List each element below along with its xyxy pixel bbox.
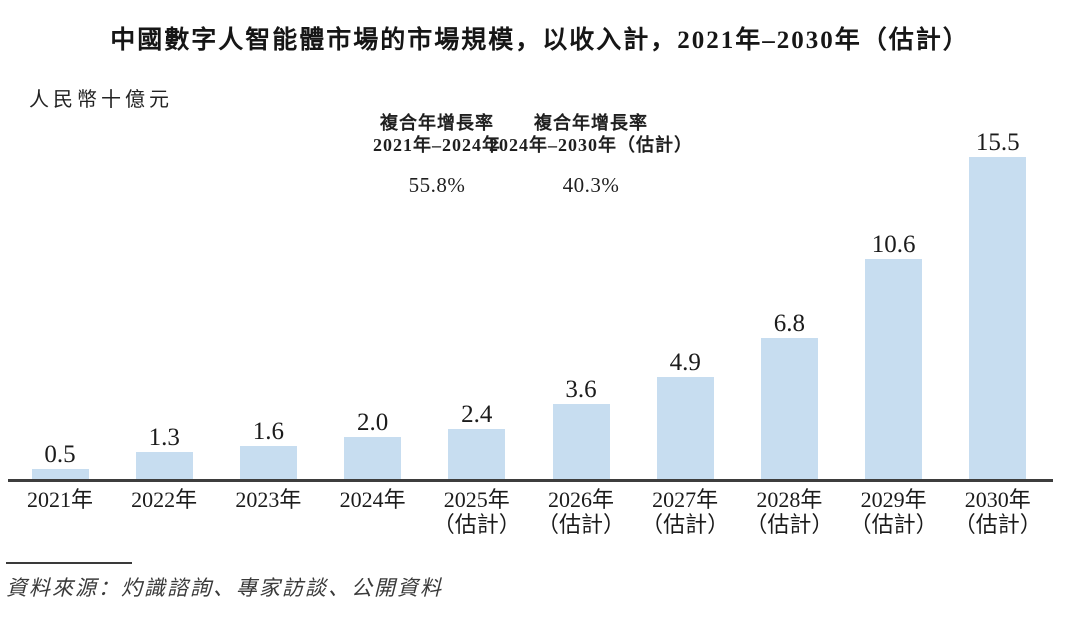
bar-2027年: [656, 377, 714, 479]
bar-2021年: [31, 469, 89, 479]
bar-value-label: 4.9: [669, 349, 701, 376]
bar-2028年: [760, 338, 818, 479]
cagr-annotation-2024-2030: 複合年增長率 2024年–2030年（估計） 40.3%: [481, 112, 701, 198]
x-axis-label: 2025年 （估計）: [432, 487, 521, 537]
y-axis-unit-label: 人民幣十億元: [29, 89, 173, 111]
x-axis-label: 2023年: [235, 487, 302, 512]
cagr-header-line1: 複合年增長率: [380, 113, 494, 133]
cagr-value: 55.8%: [408, 173, 466, 197]
bar-value-label: 1.6: [252, 418, 285, 445]
bar-value-label: 6.8: [773, 310, 806, 337]
source-divider-rule: [6, 562, 132, 564]
bar-value-label: 3.6: [565, 376, 597, 403]
bar-value-label: 2.0: [356, 409, 389, 436]
bar-value-label: 15.5: [975, 129, 1020, 156]
bar-2022年: [135, 452, 193, 479]
x-axis-label: 2022年: [131, 487, 198, 512]
bar-2024年: [344, 437, 402, 479]
x-axis-label: 2027年 （估計）: [641, 487, 730, 537]
x-axis-label: 2028年 （估計）: [745, 487, 834, 537]
bar-value-label: 2.4: [461, 401, 493, 428]
x-axis-label: 2026年 （估計）: [536, 487, 625, 537]
cagr-header-line2: 2024年–2030年（估計）: [489, 135, 693, 155]
cagr-header-line2: 2021年–2024年: [373, 135, 501, 155]
x-axis-label: 2024年: [339, 487, 406, 512]
chart-title: 中國數字人智能體市場的市場規模，以收入計，2021年–2030年（估計）: [110, 27, 970, 54]
bar-value-label: 0.5: [44, 441, 76, 468]
cagr-annotation-2021-2024: 複合年增長率 2021年–2024年 55.8%: [337, 112, 537, 198]
bar-2023年: [239, 446, 297, 479]
bar-2029年: [865, 259, 923, 479]
x-axis-label: 2021年: [26, 487, 93, 512]
bar-value-label: 10.6: [871, 231, 916, 258]
cagr-header-line1: 複合年增長率: [534, 113, 648, 133]
source-attribution: 資料來源：灼識諮詢、專家訪談、公開資料: [6, 576, 443, 600]
bar-2030年: [969, 157, 1027, 479]
x-axis-label: 2030年 （估計）: [953, 487, 1042, 537]
x-axis-line: [8, 479, 1053, 482]
bar-value-label: 1.3: [148, 424, 180, 451]
bar-2025年: [448, 429, 506, 479]
x-axis-label: 2029年 （估計）: [849, 487, 938, 537]
bar-2026年: [552, 404, 610, 479]
cagr-value: 40.3%: [562, 173, 620, 197]
